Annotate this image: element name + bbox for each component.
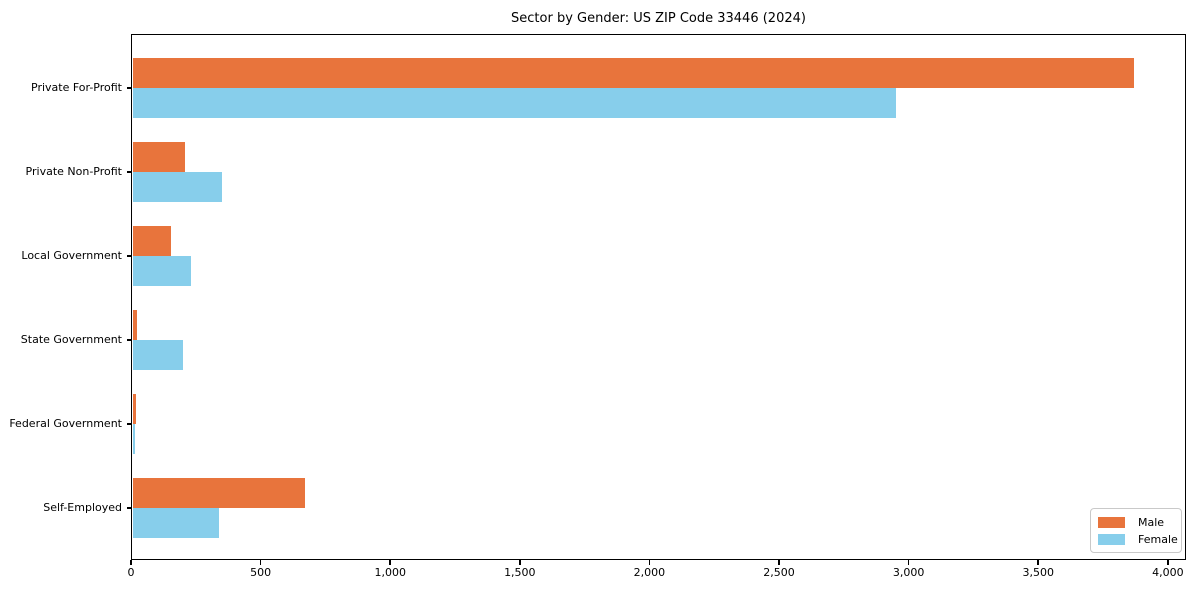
legend-swatch-female <box>1098 534 1125 545</box>
x-axis-tick <box>1167 560 1169 565</box>
legend-label-male: Male <box>1138 515 1165 529</box>
x-axis-tick <box>1037 560 1039 565</box>
legend-item-female: Female <box>1098 531 1181 548</box>
x-axis-tick <box>259 560 262 565</box>
x-axis-tick-label: 4,000 <box>1152 566 1184 579</box>
x-axis-tick <box>778 560 780 565</box>
plot-area <box>131 34 1186 560</box>
x-axis-tick <box>389 560 391 565</box>
legend-label-female: Female <box>1138 532 1178 546</box>
x-axis-tick-label: 3,000 <box>892 566 925 579</box>
legend-item-male: Male <box>1098 514 1181 531</box>
x-axis-tick <box>519 560 521 565</box>
legend: Male Female <box>1090 508 1182 553</box>
x-axis-tick-label: 1,500 <box>504 566 536 579</box>
x-axis-tick-label: 1,000 <box>374 566 406 579</box>
x-axis-tick <box>130 560 132 565</box>
y-axis-label-private-for-profit: Private For-Profit <box>31 81 122 94</box>
x-axis-tick-label: 3,500 <box>1022 566 1054 579</box>
x-axis-tick <box>648 560 651 565</box>
x-axis-tick-label: 0 <box>127 566 135 579</box>
y-axis-label-federal-government: Federal Government <box>9 417 122 430</box>
x-axis-tick-label: 2,000 <box>633 566 666 579</box>
x-axis-tick <box>907 560 910 565</box>
y-axis-label-self-employed: Self-Employed <box>43 501 122 514</box>
x-axis-tick-label: 2,500 <box>763 566 795 579</box>
legend-swatch-male <box>1098 517 1125 528</box>
chart-title: Sector by Gender: US ZIP Code 33446 (202… <box>511 11 806 26</box>
x-axis-tick-label: 500 <box>250 566 272 579</box>
y-axis-label-local-government: Local Government <box>21 249 122 262</box>
y-axis-label-state-government: State Government <box>20 333 122 346</box>
y-axis-label-private-non-profit: Private Non-Profit <box>25 165 122 178</box>
